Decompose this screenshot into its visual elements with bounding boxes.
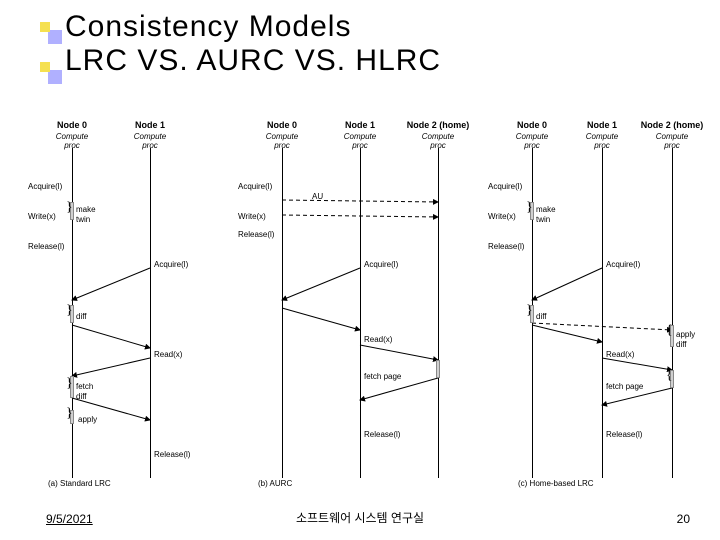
event-label: Read(x) xyxy=(364,335,392,344)
bullet-inner-2 xyxy=(40,62,50,72)
event-label: diff xyxy=(76,312,87,321)
node-header: Node 0 xyxy=(517,120,547,130)
brace: } xyxy=(66,376,73,392)
lifeline xyxy=(672,148,673,478)
node-header: Node 2 (home) xyxy=(641,120,704,130)
event-label: twin xyxy=(536,215,550,224)
node-subheader: Computeproc xyxy=(266,132,298,150)
event-label: Acquire(l) xyxy=(364,260,398,269)
event-label: Release(l) xyxy=(154,450,190,459)
panel-caption: (a) Standard LRC xyxy=(48,479,111,488)
brace: { xyxy=(666,368,673,384)
node-header: Node 1 xyxy=(587,120,617,130)
event-label: apply xyxy=(676,330,695,339)
event-label: twin xyxy=(76,215,90,224)
node-header: Node 1 xyxy=(135,120,165,130)
node-subheader: Computeproc xyxy=(516,132,548,150)
title-line-2: LRC VS. AURC VS. HLRC xyxy=(65,44,441,78)
event-label: Release(l) xyxy=(364,430,400,439)
node-subheader: Computeproc xyxy=(344,132,376,150)
event-label: fetch page xyxy=(364,372,401,381)
event-label: diff xyxy=(676,340,687,349)
event-label: diff xyxy=(76,392,87,401)
sequence-diagram: Node 0 Computeproc Node 1 Computeproc Acquir… xyxy=(28,120,693,490)
node-header: Node 2 (home) xyxy=(407,120,470,130)
brace: } xyxy=(66,303,73,319)
brace: } xyxy=(66,200,73,216)
event-label: apply xyxy=(78,415,97,424)
node-header: Node 0 xyxy=(267,120,297,130)
node-header: Node 1 xyxy=(345,120,375,130)
event-label: Release(l) xyxy=(238,230,274,239)
node-subheader: Computeproc xyxy=(422,132,454,150)
panel-caption: (b) AURC xyxy=(258,479,292,488)
bullet-outer-2 xyxy=(48,70,62,84)
lifeline xyxy=(282,148,283,478)
event-label: Write(x) xyxy=(488,212,516,221)
brace: { xyxy=(666,323,673,339)
footer-page: 20 xyxy=(677,512,690,526)
panel-caption: (c) Home-based LRC xyxy=(518,479,594,488)
event-label: AU xyxy=(312,192,323,201)
activation-bar xyxy=(436,360,440,378)
node-subheader: Computeproc xyxy=(656,132,688,150)
slide-title: Consistency Models LRC VS. AURC VS. HLRC xyxy=(65,10,441,78)
bullet-inner-1 xyxy=(40,22,50,32)
lifeline xyxy=(602,148,603,478)
event-label: Acquire(l) xyxy=(606,260,640,269)
node-subheader: Computeproc xyxy=(56,132,88,150)
bullet-outer-1 xyxy=(48,30,62,44)
event-label: Write(x) xyxy=(238,212,266,221)
event-label: Acquire(l) xyxy=(28,182,62,191)
event-label: Write(x) xyxy=(28,212,56,221)
event-label: diff xyxy=(536,312,547,321)
brace: } xyxy=(526,200,533,216)
event-label: fetch xyxy=(76,382,93,391)
event-label: Release(l) xyxy=(28,242,64,251)
event-label: Release(l) xyxy=(488,242,524,251)
footer-center: 소프트웨어 시스템 연구실 xyxy=(296,509,424,526)
footer-date: 9/5/2021 xyxy=(46,512,93,526)
node-subheader: Computeproc xyxy=(134,132,166,150)
event-label: fetch page xyxy=(606,382,643,391)
event-label: Read(x) xyxy=(606,350,634,359)
lifeline xyxy=(360,148,361,478)
event-label: Release(l) xyxy=(606,430,642,439)
node-subheader: Computeproc xyxy=(586,132,618,150)
lifeline xyxy=(150,148,151,478)
event-label: Acquire(l) xyxy=(154,260,188,269)
event-label: make xyxy=(536,205,556,214)
title-line-1: Consistency Models xyxy=(65,10,441,44)
lifeline xyxy=(438,148,439,478)
node-header: Node 0 xyxy=(57,120,87,130)
brace: } xyxy=(66,406,73,422)
event-label: Acquire(l) xyxy=(488,182,522,191)
event-label: make xyxy=(76,205,96,214)
event-label: Read(x) xyxy=(154,350,182,359)
event-label: Acquire(l) xyxy=(238,182,272,191)
brace: } xyxy=(526,303,533,319)
